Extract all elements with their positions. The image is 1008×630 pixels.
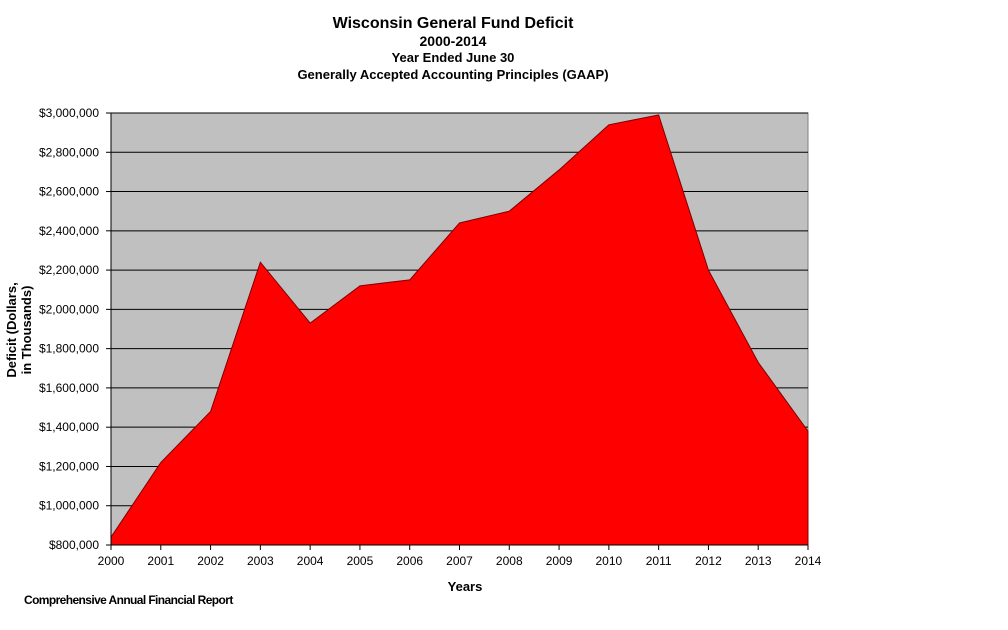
y-tick-label: $3,000,000 [39, 106, 99, 120]
y-tick-label: $1,600,000 [39, 381, 99, 395]
y-axis-label-line-2: in Thousands) [19, 286, 34, 375]
x-tick-label: 2013 [745, 554, 772, 568]
y-tick-label: $1,800,000 [39, 342, 99, 356]
y-tick-label: $2,800,000 [39, 145, 99, 159]
x-tick-label: 2006 [396, 554, 423, 568]
chart-subtitle-gaap: Generally Accepted Accounting Principles… [297, 67, 608, 82]
y-axis-label-line-1: Deficit (Dollars, [4, 282, 19, 377]
chart-title: Wisconsin General Fund Deficit [333, 15, 574, 32]
y-tick-label: $1,400,000 [39, 420, 99, 434]
x-axis-ticks: 2000 2001 2002 2003 2004 2005 2006 2007 2008 2009… [98, 545, 822, 568]
y-tick-label: $2,000,000 [39, 302, 99, 316]
x-tick-label: 2011 [646, 554, 672, 568]
x-tick-label: 2014 [795, 554, 822, 568]
x-tick-label: 2001 [147, 554, 174, 568]
y-tick-label: $1,200,000 [39, 459, 99, 473]
x-tick-label: 2004 [297, 554, 324, 568]
x-tick-label: 2005 [347, 554, 374, 568]
x-tick-label: 2009 [546, 554, 573, 568]
chart-subtitle-years: 2000-2014 [420, 33, 487, 49]
x-tick-label: 2000 [98, 554, 125, 568]
x-tick-label: 2012 [695, 554, 722, 568]
x-tick-label: 2003 [247, 554, 274, 568]
y-axis-ticks: $800,000 $1,000,000 $1,200,000 $1,400,000 $1… [39, 106, 111, 552]
x-tick-label: 2002 [197, 554, 224, 568]
x-tick-label: 2007 [446, 554, 473, 568]
y-tick-label: $2,600,000 [39, 185, 99, 199]
x-tick-label: 2008 [496, 554, 523, 568]
y-tick-label: $2,200,000 [39, 263, 99, 277]
deficit-area [110, 114, 809, 546]
y-tick-label: $2,400,000 [39, 224, 99, 238]
footer-report-name: Comprehensive Annual Financial Report [24, 593, 233, 607]
chart-subtitle-fiscal-year: Year Ended June 30 [392, 50, 515, 65]
x-axis-label: Years [448, 579, 483, 594]
y-tick-label: $1,000,000 [39, 499, 99, 513]
y-tick-label: $800,000 [49, 538, 99, 552]
x-tick-label: 2010 [596, 554, 623, 568]
